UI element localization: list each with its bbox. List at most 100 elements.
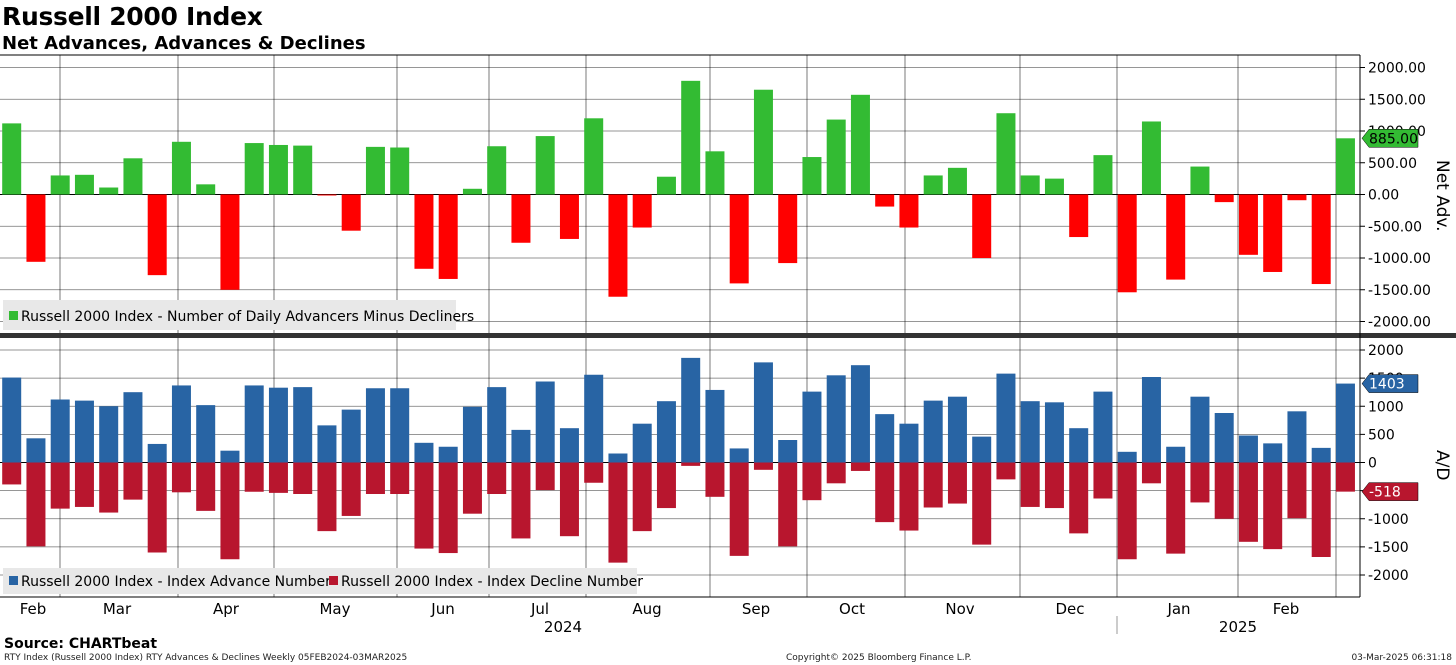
decline-bar xyxy=(1093,462,1113,499)
panel2-y-tick-label: -2000 xyxy=(1368,568,1409,584)
footer-center: Copyright© 2025 Bloomberg Finance L.P. xyxy=(786,653,972,663)
panel2-y-tick-label: 0 xyxy=(1368,456,1377,472)
advance-bar xyxy=(535,381,555,463)
net-advance-bar xyxy=(535,136,555,195)
decline-bar xyxy=(1044,462,1064,509)
decline-bar xyxy=(1214,462,1234,519)
x-tick-label-month: Feb xyxy=(1273,600,1300,618)
decline-bar xyxy=(850,462,870,471)
advance-bar xyxy=(1238,435,1258,463)
net-advance-bar xyxy=(584,118,604,195)
net-advance-bar xyxy=(220,194,240,290)
net-advance-bar xyxy=(996,113,1016,195)
net-advance-bar xyxy=(50,175,70,195)
decline-bar xyxy=(1141,462,1161,484)
decline-bar xyxy=(996,462,1016,480)
advance-bar xyxy=(487,387,507,463)
advance-bar xyxy=(681,357,701,463)
net-advance-bar xyxy=(1141,121,1161,195)
advance-bar xyxy=(584,374,604,463)
x-tick-label-month: May xyxy=(319,600,350,618)
advance-bar xyxy=(1190,396,1210,463)
decline-bar xyxy=(462,462,482,514)
advance-bar xyxy=(1335,383,1355,463)
chart-canvas: 2000.001500.001000.00500.000.00-500.00-1… xyxy=(0,54,1456,636)
x-tick-label-month: Nov xyxy=(945,600,974,618)
net-advance-bar xyxy=(826,119,846,195)
advance-bar xyxy=(123,392,143,463)
advance-bar xyxy=(1093,391,1113,463)
advance-bar xyxy=(414,442,434,463)
advance-bar xyxy=(850,365,870,463)
decline-bar xyxy=(559,462,579,537)
advance-bar xyxy=(268,387,288,463)
x-tick-label-month: Dec xyxy=(1055,600,1084,618)
net-advance-bar xyxy=(74,174,94,195)
net-advance-bar xyxy=(1263,194,1283,272)
decline-bar xyxy=(147,462,167,553)
decline-bar xyxy=(123,462,143,500)
net-advance-bar xyxy=(656,176,676,195)
net-advance-bar xyxy=(1190,166,1210,195)
x-tick-label-month: Jun xyxy=(430,600,454,618)
advance-bar xyxy=(438,446,458,463)
panel1-y-tick-label: 0.00 xyxy=(1368,188,1399,204)
net-advance-bar xyxy=(147,194,167,276)
net-advance-bar xyxy=(1335,138,1355,195)
net-advance-bar xyxy=(1214,194,1234,203)
decline-bar xyxy=(802,462,822,501)
net-advance-bar xyxy=(26,194,46,262)
decline-bar xyxy=(293,462,313,494)
panel-separator xyxy=(0,333,1456,338)
decline-bar xyxy=(390,462,410,494)
net-advance-bar xyxy=(778,194,798,264)
decline-last-value-flag-label: -518 xyxy=(1369,485,1401,501)
advance-bar xyxy=(50,399,70,463)
advance-last-value-flag xyxy=(1361,374,1419,393)
decline-bar xyxy=(632,462,652,532)
panel2-y-tick-label: -1000 xyxy=(1368,512,1409,528)
net-advance-bar xyxy=(1238,194,1258,255)
decline-bar xyxy=(875,462,895,523)
decline-bar xyxy=(365,462,385,494)
panel2-legend-swatch-advance xyxy=(9,576,18,585)
chart-subtitle: Net Advances, Advances & Declines xyxy=(2,33,366,54)
net-advance-bar xyxy=(559,194,579,239)
net-advance-bar xyxy=(1117,194,1137,293)
net-advance-bar xyxy=(1093,155,1113,195)
advance-bar xyxy=(802,391,822,463)
net-advance-bar xyxy=(1069,194,1089,238)
net-advance-bar xyxy=(705,151,725,195)
panel2-y-tick-label: 1000 xyxy=(1368,399,1404,415)
advance-bar xyxy=(1311,447,1331,463)
net-advance-bar xyxy=(511,194,531,243)
source-label: Source: CHARTbeat xyxy=(4,636,158,652)
decline-bar xyxy=(923,462,943,508)
decline-bar xyxy=(705,462,725,497)
advance-bar xyxy=(632,423,652,463)
net-advance-bar xyxy=(268,144,288,195)
net-advance-bar xyxy=(850,94,870,195)
decline-bar xyxy=(947,462,967,504)
decline-bar xyxy=(1287,462,1307,519)
advance-bar xyxy=(656,401,676,463)
advance-bar xyxy=(1141,377,1161,463)
advance-bar xyxy=(1044,402,1064,463)
net-advance-bar xyxy=(293,145,313,195)
panel1-y-tick-label: 500.00 xyxy=(1368,156,1417,172)
x-year-label-2024: 2024 xyxy=(544,618,582,636)
decline-bar xyxy=(1020,462,1040,507)
net-advance-bar xyxy=(365,146,385,195)
decline-bar xyxy=(171,462,191,493)
decline-bar xyxy=(1166,462,1186,554)
advance-bar xyxy=(778,440,798,463)
decline-bar xyxy=(1263,462,1283,550)
x-tick-label-month: Feb xyxy=(20,600,47,618)
footer-right: 03-Mar-2025 06:31:18 xyxy=(1351,653,1452,663)
x-tick-label-month: Jan xyxy=(1166,600,1190,618)
advance-last-value-flag-label: 1403 xyxy=(1369,377,1405,393)
advance-bar xyxy=(705,389,725,463)
x-tick-label-month: Mar xyxy=(103,600,132,618)
net-advance-bar xyxy=(632,194,652,228)
decline-bar xyxy=(50,462,70,509)
